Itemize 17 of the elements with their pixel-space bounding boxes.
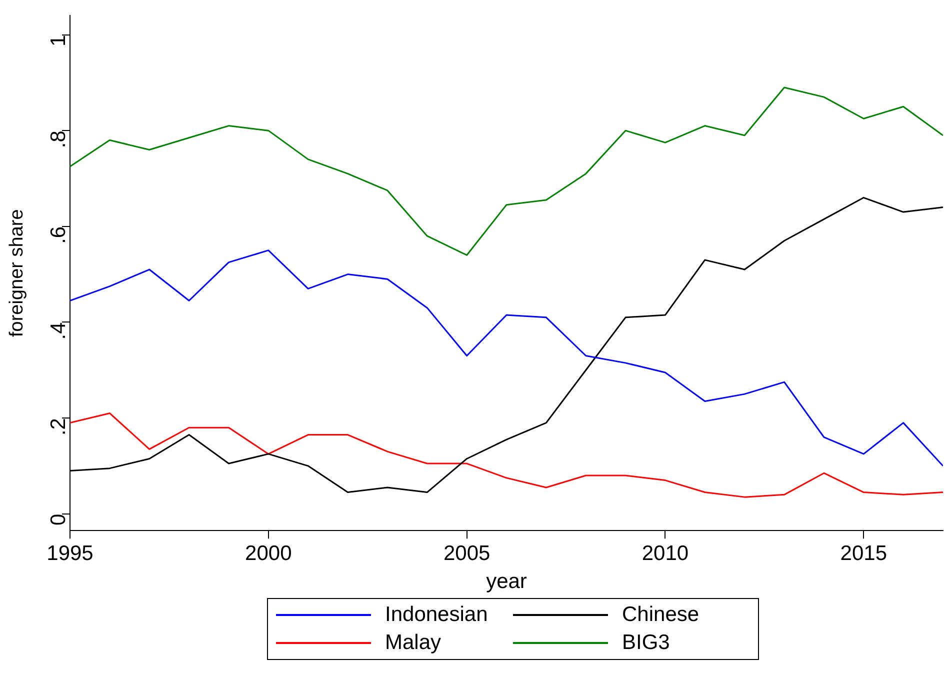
x-axis-title: year	[486, 570, 527, 594]
x-tick-label: 1995	[46, 542, 94, 565]
y-tick-label: .2	[46, 418, 70, 436]
legend-label: Chinese	[622, 603, 700, 627]
legend-label: Indonesian	[385, 603, 488, 627]
legend-label: Malay	[385, 631, 442, 655]
y-tick-label: .8	[46, 130, 70, 148]
x-tick-label: 2000	[245, 542, 292, 565]
y-tick-label: .6	[46, 226, 70, 244]
x-tick-label: 2015	[840, 542, 887, 565]
y-tick-label: .4	[46, 322, 70, 340]
y-axis-title: foreigner share	[6, 209, 28, 337]
y-tick-label: 1	[46, 34, 70, 46]
y-tick-label: 0	[46, 514, 70, 526]
x-tick-label: 2005	[443, 542, 490, 565]
legend-label: BIG3	[622, 631, 670, 655]
x-tick-label: 2010	[642, 542, 689, 565]
